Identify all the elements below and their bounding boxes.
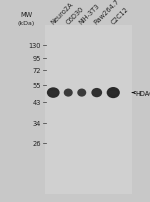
Text: 34: 34 [33,120,41,126]
Ellipse shape [91,88,102,98]
Ellipse shape [93,91,100,95]
Text: C2C12: C2C12 [110,6,129,25]
Text: Neuro2A: Neuro2A [50,1,74,25]
Text: 130: 130 [29,42,41,48]
Text: 26: 26 [33,140,41,146]
Ellipse shape [107,88,120,99]
Ellipse shape [77,89,86,97]
Text: 95: 95 [33,56,41,62]
Text: (kDa): (kDa) [18,21,35,26]
Text: 43: 43 [33,100,41,106]
Ellipse shape [65,92,71,95]
Text: NIH-3T3: NIH-3T3 [78,2,101,25]
Text: MW: MW [20,12,32,18]
Ellipse shape [47,88,60,98]
Text: C6D30: C6D30 [65,5,85,25]
Text: 72: 72 [33,68,41,74]
Text: Raw264.7: Raw264.7 [93,0,121,25]
Text: HDAC3: HDAC3 [136,90,150,96]
Ellipse shape [109,91,118,95]
Ellipse shape [49,91,57,95]
Ellipse shape [64,89,73,97]
Text: 55: 55 [33,83,41,89]
FancyBboxPatch shape [45,26,132,194]
Ellipse shape [79,92,85,95]
